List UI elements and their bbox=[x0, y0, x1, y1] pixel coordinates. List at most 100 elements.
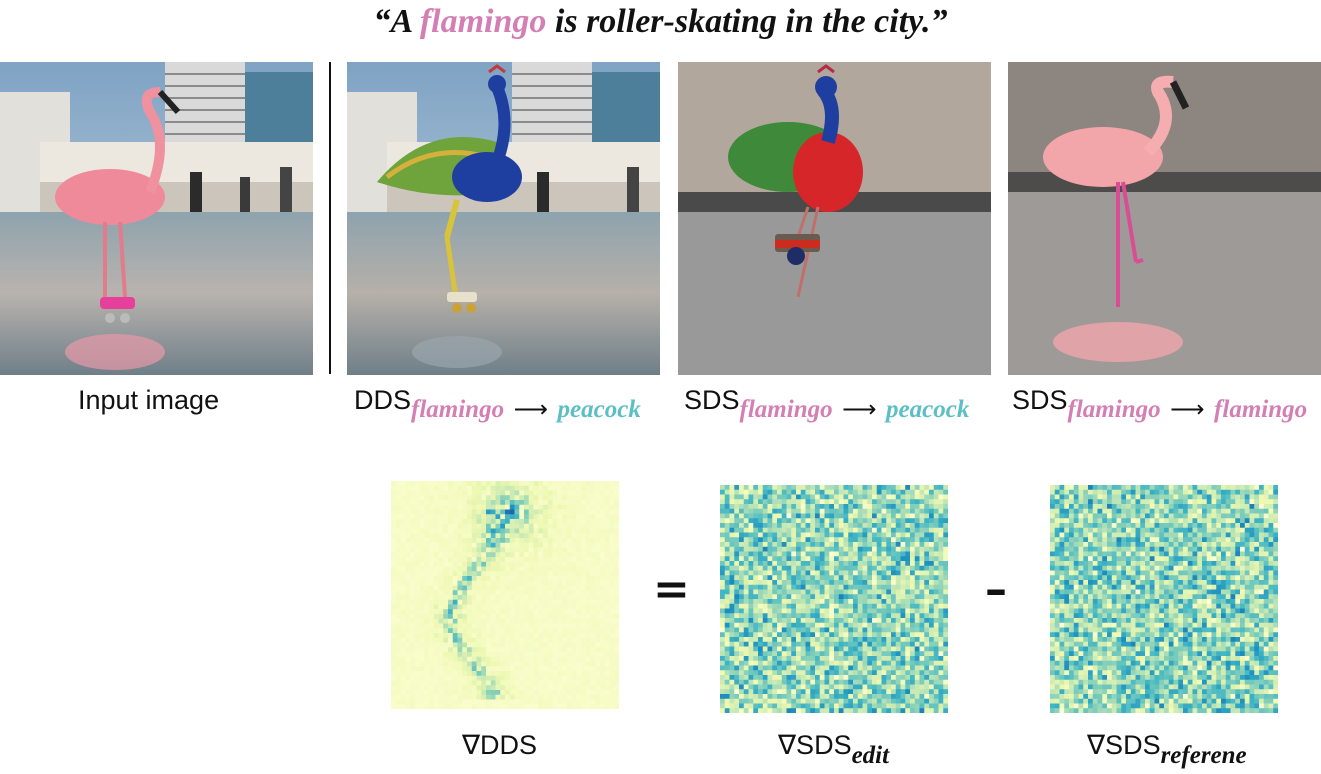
heatmap-cell bbox=[595, 699, 601, 705]
heatmap-cell bbox=[867, 689, 873, 695]
heatmap-cell bbox=[867, 580, 873, 586]
heatmap-cell bbox=[391, 656, 397, 662]
heatmap-cell bbox=[481, 552, 487, 558]
heatmap-cell bbox=[528, 485, 534, 491]
heatmap-cell bbox=[467, 690, 473, 696]
heatmap-cell bbox=[1083, 489, 1089, 495]
heatmap-cell bbox=[1107, 485, 1113, 491]
heatmap-cell bbox=[895, 646, 901, 652]
heatmap-cell bbox=[758, 613, 764, 619]
heatmap-cell bbox=[471, 481, 477, 487]
heatmap-cell bbox=[500, 481, 506, 487]
heatmap-cell bbox=[800, 665, 806, 671]
heatmap-cell bbox=[414, 514, 420, 520]
heatmap-cell bbox=[1254, 494, 1260, 500]
heatmap-cell bbox=[881, 599, 887, 605]
heatmap-cell bbox=[914, 561, 920, 567]
heatmap-cell bbox=[777, 651, 783, 657]
heatmap-cell bbox=[829, 532, 835, 538]
heatmap-cell bbox=[419, 618, 425, 624]
heatmap-cell bbox=[414, 557, 420, 563]
heatmap-cell bbox=[500, 500, 506, 506]
heatmap-cell bbox=[604, 533, 610, 539]
heatmap-cell bbox=[905, 651, 911, 657]
heatmap-cell bbox=[748, 494, 754, 500]
heatmap-cell bbox=[862, 622, 868, 628]
heatmap-cell bbox=[819, 708, 825, 713]
heatmap-cell bbox=[562, 519, 568, 525]
heatmap-cell bbox=[848, 622, 854, 628]
heatmap-cell bbox=[791, 665, 797, 671]
heatmap-cell bbox=[519, 614, 525, 620]
heatmap-cell bbox=[762, 627, 768, 633]
heatmap-cell bbox=[848, 508, 854, 514]
heatmap-cell bbox=[891, 523, 897, 529]
heatmap-cell bbox=[905, 537, 911, 543]
heatmap-cell bbox=[543, 642, 549, 648]
heatmap-cell bbox=[758, 527, 764, 533]
heatmap-cell bbox=[471, 671, 477, 677]
heatmap-cell bbox=[1197, 504, 1203, 510]
heatmap-cell bbox=[604, 690, 610, 696]
heatmap-cell bbox=[438, 604, 444, 610]
heatmap-cell bbox=[600, 637, 606, 643]
heatmap-cell bbox=[571, 495, 577, 501]
heatmap-cell bbox=[467, 618, 473, 624]
heatmap-cell bbox=[424, 704, 430, 709]
heatmap-cell bbox=[500, 576, 506, 582]
heatmap-cell bbox=[910, 542, 916, 548]
heatmap-cell bbox=[900, 499, 906, 505]
heatmap-cell bbox=[862, 556, 868, 562]
heatmap-cell bbox=[609, 519, 615, 525]
heatmap-cell bbox=[614, 680, 619, 686]
heatmap-cell bbox=[900, 608, 906, 614]
heatmap-cell bbox=[1130, 489, 1136, 495]
heatmap-cell bbox=[462, 614, 468, 620]
heatmap-cell bbox=[810, 537, 816, 543]
heatmap-cell bbox=[476, 690, 482, 696]
heatmap-cell bbox=[452, 656, 458, 662]
heatmap-cell bbox=[758, 499, 764, 505]
heatmap-cell bbox=[585, 561, 591, 567]
heatmap-cell bbox=[524, 576, 530, 582]
heatmap-cell bbox=[791, 637, 797, 643]
heatmap-cell bbox=[547, 661, 553, 667]
heatmap-cell bbox=[533, 519, 539, 525]
heatmap-cell bbox=[805, 551, 811, 557]
heatmap-cell bbox=[924, 618, 930, 624]
heatmap-cell bbox=[481, 699, 487, 705]
heatmap-cell bbox=[481, 647, 487, 653]
heatmap-cell bbox=[900, 670, 906, 676]
heatmap-cell bbox=[595, 533, 601, 539]
heatmap-cell bbox=[1230, 494, 1236, 500]
heatmap-cell bbox=[604, 595, 610, 601]
heatmap-cell bbox=[724, 485, 730, 491]
heatmap-cell bbox=[557, 481, 563, 487]
heatmap-cell bbox=[824, 641, 830, 647]
heatmap-cell bbox=[1254, 504, 1260, 510]
heatmap-cell bbox=[490, 623, 496, 629]
heatmap-cell bbox=[905, 527, 911, 533]
heatmap-cell bbox=[495, 628, 501, 634]
heatmap-cell bbox=[933, 603, 939, 609]
heatmap-cell bbox=[486, 699, 492, 705]
heatmap-cell bbox=[824, 703, 830, 709]
heatmap-cell bbox=[414, 523, 420, 529]
heatmap-cell bbox=[519, 699, 525, 705]
heatmap-cell bbox=[1149, 504, 1155, 510]
heatmap-cell bbox=[834, 532, 840, 538]
heatmap-cell bbox=[767, 670, 773, 676]
heatmap-cell bbox=[429, 599, 435, 605]
heatmap-cell bbox=[1235, 508, 1241, 514]
heatmap-cell bbox=[800, 570, 806, 576]
heatmap-cell bbox=[438, 495, 444, 501]
heatmap-cell bbox=[410, 580, 416, 586]
heatmap-cell bbox=[1111, 489, 1117, 495]
heatmap-cell bbox=[514, 595, 520, 601]
heatmap-cell bbox=[910, 665, 916, 671]
heatmap-cell bbox=[857, 561, 863, 567]
heatmap-cell bbox=[547, 571, 553, 577]
heatmap-cell bbox=[500, 523, 506, 529]
heatmap-cell bbox=[1154, 499, 1160, 505]
heatmap-cell bbox=[395, 561, 401, 567]
